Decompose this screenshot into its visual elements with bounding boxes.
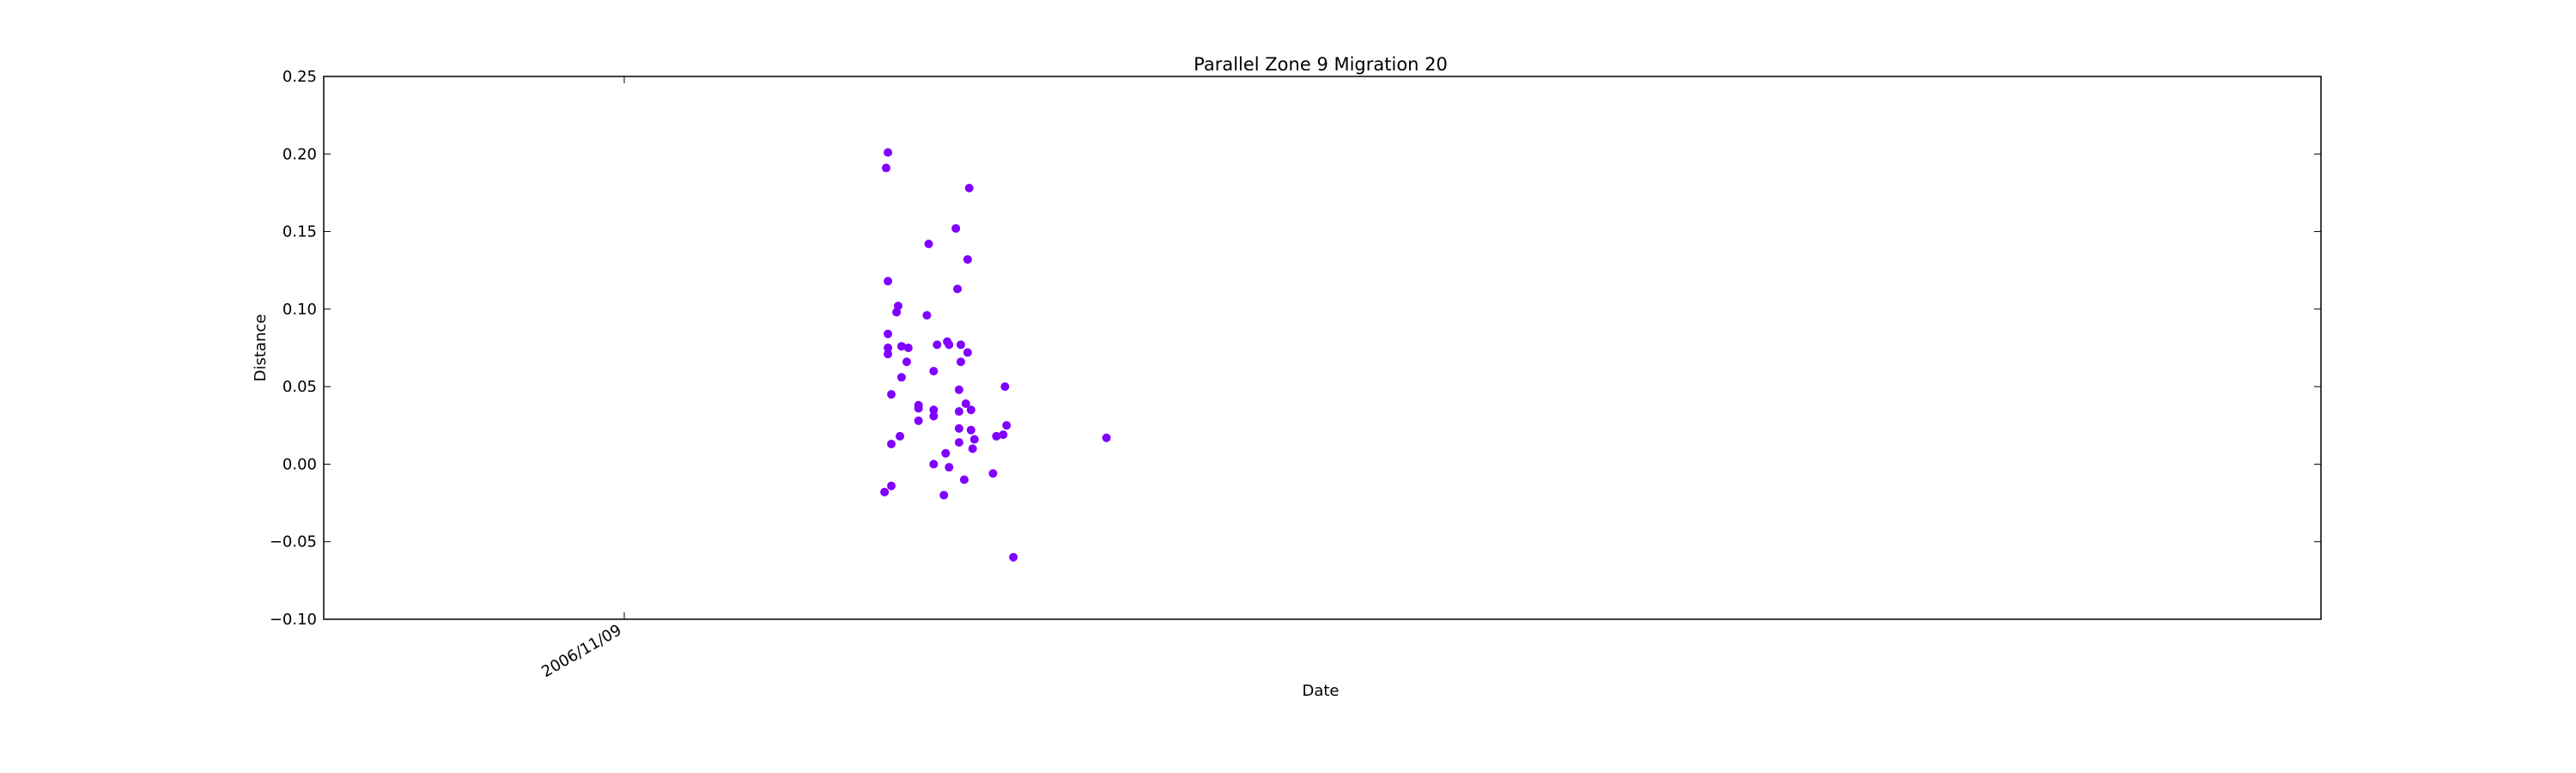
y-tick-label: 0.10	[283, 301, 317, 319]
data-point	[969, 435, 979, 444]
data-point	[951, 223, 961, 233]
data-point	[1002, 421, 1012, 430]
data-point	[887, 439, 896, 448]
data-point	[956, 357, 965, 367]
data-point	[884, 344, 893, 352]
data-point	[924, 240, 933, 249]
y-tick-label: −0.10	[270, 611, 317, 629]
data-point	[939, 490, 949, 500]
data-point	[929, 405, 939, 415]
data-point	[903, 344, 913, 352]
data-point	[887, 481, 896, 490]
data-point	[914, 404, 923, 413]
data-point	[884, 329, 893, 338]
data-point	[1000, 382, 1010, 392]
data-point	[892, 307, 902, 317]
data-point	[954, 423, 963, 433]
data-point	[914, 416, 923, 425]
data-point	[896, 373, 906, 382]
data-point	[884, 350, 893, 359]
y-axis: −0.10 −0.05 0.00 0.05 0.10 0.15 0.20 0.25	[270, 68, 2321, 629]
data-point	[884, 277, 893, 286]
data-point	[961, 399, 970, 409]
data-point	[999, 430, 1008, 440]
x-axis-label: Date	[1302, 682, 1339, 700]
data-point	[992, 431, 1001, 441]
y-tick-label: 0.00	[283, 455, 317, 473]
data-point	[880, 487, 890, 496]
y-tick-label: 0.20	[283, 145, 317, 163]
data-point	[959, 475, 969, 484]
data-point	[896, 342, 906, 351]
data-point	[966, 425, 975, 435]
x-tick-label: 2006/11/09	[538, 621, 624, 681]
data-point	[1009, 552, 1018, 562]
data-point	[929, 367, 939, 376]
data-point	[1102, 433, 1111, 442]
data-point	[929, 411, 939, 421]
data-point	[963, 348, 972, 357]
y-tick-label: 0.15	[283, 223, 317, 241]
data-points	[880, 148, 1111, 562]
data-point	[954, 385, 963, 394]
data-point	[896, 431, 905, 441]
data-point	[945, 340, 954, 350]
plot-frame	[323, 76, 2322, 620]
x-axis: 2006/11/09	[538, 76, 625, 681]
data-point	[922, 311, 932, 320]
chart-title: Parallel Zone 9 Migration 20	[1194, 54, 1448, 75]
data-point	[956, 340, 965, 350]
y-tick-label: −0.05	[270, 533, 317, 551]
data-point	[929, 460, 939, 469]
data-point	[933, 340, 942, 350]
data-point	[902, 357, 911, 367]
y-tick-label: 0.05	[283, 378, 317, 396]
data-point	[941, 448, 951, 458]
data-point	[887, 390, 896, 399]
y-axis-label: Distance	[252, 314, 270, 382]
data-point	[954, 438, 963, 447]
data-point	[966, 405, 975, 415]
data-point	[882, 163, 891, 173]
data-point	[884, 148, 893, 157]
data-point	[963, 255, 972, 265]
data-point	[968, 444, 977, 453]
data-point	[945, 463, 954, 472]
data-point	[953, 284, 963, 294]
data-point	[964, 184, 974, 193]
y-tick-label: 0.25	[283, 68, 317, 86]
data-point	[988, 469, 998, 478]
data-point	[954, 407, 963, 417]
